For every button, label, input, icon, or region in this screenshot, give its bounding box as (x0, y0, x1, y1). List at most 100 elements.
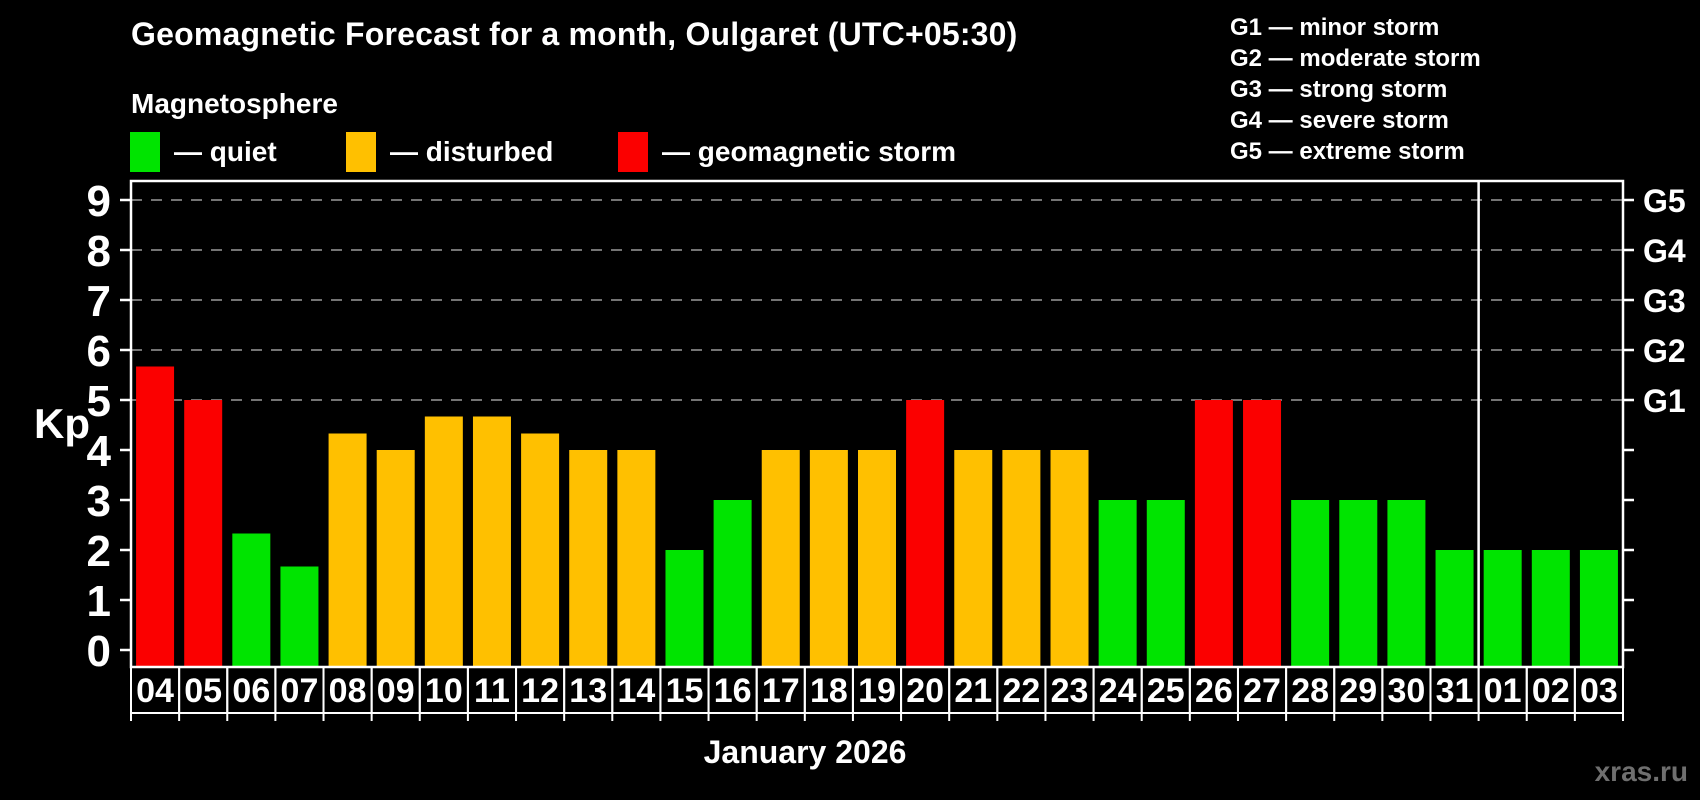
g-level-label-g3: G3 (1643, 283, 1686, 319)
legend-label-storm: — geomagnetic storm (662, 136, 957, 167)
bar-day-09 (376, 450, 415, 667)
day-label-07: 07 (281, 672, 319, 710)
legend-item-disturbed: — disturbed (346, 132, 553, 172)
bar-day-02 (1531, 550, 1570, 667)
y-tick-label-6: 6 (87, 327, 111, 376)
bar-day-04 (136, 366, 175, 667)
watermark: xras.ru (1594, 756, 1688, 787)
bar-day-20 (906, 400, 945, 667)
legend-label-quiet: — quiet (174, 136, 277, 167)
storm-scale-line-g3: G3 — strong storm (1230, 76, 1448, 103)
chart-subtitle: Magnetosphere (131, 88, 338, 119)
y-axis-label: Kp (34, 400, 90, 447)
bar-day-14 (617, 450, 656, 667)
storm-scale-line-g1: G1 — minor storm (1230, 14, 1440, 41)
bar-day-06 (232, 533, 271, 667)
bar-day-29 (1339, 500, 1378, 667)
bar-day-28 (1291, 500, 1330, 667)
storm-scale-line-g5: G5 — extreme storm (1230, 138, 1465, 165)
legend-item-storm: — geomagnetic storm (618, 132, 956, 172)
bar-day-21 (954, 450, 993, 667)
storm-scale-line-g2: G2 — moderate storm (1230, 45, 1481, 72)
day-label-26: 26 (1195, 672, 1233, 710)
storm-scale-legend: G1 — minor storm G2 — moderate storm G3 — … (1230, 12, 1481, 167)
day-label-16: 16 (714, 672, 752, 710)
legend-label-disturbed: — disturbed (390, 136, 554, 167)
day-label-15: 15 (666, 672, 704, 710)
x-axis-month-label: January 2026 (703, 734, 907, 770)
bar-day-12 (521, 433, 560, 667)
bar-day-03 (1579, 550, 1618, 667)
page-title: Geomagnetic Forecast for a month, Oulgar… (131, 16, 1018, 52)
bar-day-07 (280, 566, 319, 667)
day-label-05: 05 (184, 672, 222, 710)
day-label-06: 06 (232, 672, 270, 710)
day-label-09: 09 (377, 672, 415, 710)
day-label-29: 29 (1339, 672, 1377, 710)
y-tick-label-5: 5 (87, 377, 111, 426)
bar-day-15 (665, 550, 704, 667)
bar-day-11 (472, 416, 511, 667)
storm-color-swatch (618, 132, 648, 172)
y-tick-label-7: 7 (87, 277, 111, 326)
day-label-08: 08 (329, 672, 367, 710)
day-label-30: 30 (1388, 672, 1426, 710)
bar-day-24 (1098, 500, 1137, 667)
bar-day-19 (858, 450, 896, 667)
legend-item-quiet: — quiet (130, 132, 277, 172)
y-tick-label-0: 0 (87, 627, 111, 676)
bar-day-16 (713, 500, 752, 667)
g-level-label-g1: G1 (1643, 383, 1686, 419)
day-label-21: 21 (954, 672, 992, 710)
y-tick-label-3: 3 (87, 477, 111, 526)
bar-day-08 (328, 433, 367, 667)
day-label-23: 23 (1051, 672, 1089, 710)
day-label-13: 13 (569, 672, 607, 710)
day-label-12: 12 (521, 672, 559, 710)
storm-scale-line-g4: G4 — severe storm (1230, 107, 1449, 134)
bar-day-13 (569, 450, 608, 667)
day-label-17: 17 (762, 672, 800, 710)
bar-day-31 (1435, 550, 1474, 667)
bar-day-22 (1002, 450, 1041, 667)
day-label-24: 24 (1099, 672, 1137, 710)
g-level-label-g4: G4 (1643, 233, 1686, 269)
quiet-color-swatch (130, 132, 160, 172)
day-label-03: 03 (1580, 672, 1618, 710)
day-label-18: 18 (810, 672, 848, 710)
day-box-03 (1573, 666, 1625, 714)
bar-day-30 (1387, 500, 1426, 667)
y-tick-label-1: 1 (87, 577, 111, 626)
y-tick-label-8: 8 (87, 227, 111, 276)
y-tick-label-9: 9 (87, 177, 111, 226)
day-label-25: 25 (1147, 672, 1185, 710)
disturbed-color-swatch (346, 132, 376, 172)
y-tick-label-2: 2 (87, 527, 111, 576)
bar-day-05 (184, 400, 223, 667)
g-level-label-g5: G5 (1643, 183, 1686, 219)
day-label-20: 20 (906, 672, 944, 710)
g-level-label-g2: G2 (1643, 333, 1686, 369)
day-label-22: 22 (1002, 672, 1040, 710)
bar-day-17 (761, 450, 800, 667)
bar-day-01 (1483, 550, 1522, 667)
day-label-11: 11 (474, 672, 510, 710)
day-label-27: 27 (1243, 672, 1281, 710)
bar-day-23 (1050, 450, 1089, 667)
bar-day-18 (809, 450, 848, 667)
day-label-10: 10 (425, 672, 463, 710)
day-label-04: 04 (136, 672, 174, 710)
day-label-01: 01 (1484, 672, 1522, 710)
day-label-02: 02 (1532, 672, 1570, 710)
day-label-14: 14 (617, 672, 655, 710)
day-label-31: 31 (1436, 672, 1474, 710)
bar-day-27 (1243, 400, 1282, 667)
bar-day-10 (424, 416, 463, 667)
bar-day-25 (1146, 500, 1185, 667)
y-tick-label-4: 4 (87, 427, 112, 476)
bar-day-26 (1194, 400, 1233, 667)
day-label-19: 19 (858, 672, 896, 710)
day-label-28: 28 (1291, 672, 1329, 710)
